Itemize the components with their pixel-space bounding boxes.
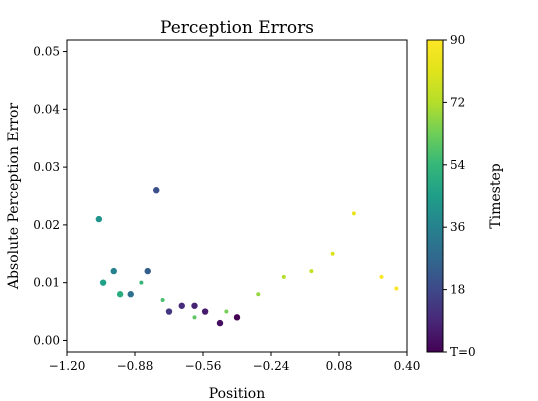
- data-point: [233, 314, 241, 321]
- data-point: [95, 215, 103, 223]
- scatter-points: [95, 187, 399, 327]
- data-point: [201, 308, 209, 315]
- data-point: [192, 315, 197, 320]
- data-point: [165, 308, 173, 315]
- data-point: [139, 280, 144, 285]
- data-point: [144, 267, 151, 275]
- data-point: [224, 309, 229, 314]
- y-tick-label: 0.01: [33, 276, 60, 290]
- data-point: [178, 302, 185, 309]
- y-tick-label: 0.04: [33, 102, 60, 116]
- y-tick-label: 0.00: [33, 333, 60, 347]
- x-tick-label: 0.40: [394, 359, 421, 373]
- colorbar-tick-label: 36: [450, 220, 465, 234]
- data-point: [160, 298, 165, 302]
- x-tick-label: −0.56: [185, 359, 222, 373]
- data-point: [127, 291, 134, 298]
- data-point: [110, 267, 117, 275]
- y-tick-label: 0.02: [33, 218, 60, 232]
- colorbar-tick-label: 18: [450, 283, 465, 297]
- data-point: [99, 279, 107, 286]
- chart-title: Perception Errors: [160, 18, 314, 38]
- y-axis: 0.00 0.01 0.02 0.03 0.04 0.05: [33, 45, 67, 347]
- x-tick-label: −1.20: [49, 359, 86, 373]
- plot-frame: [66, 39, 408, 353]
- data-point: [309, 269, 314, 274]
- y-tick-label: 0.03: [33, 160, 60, 174]
- x-tick-label: 0.08: [326, 359, 353, 373]
- colorbar-tick-label: 54: [450, 158, 466, 172]
- y-axis-label: Absolute Perception Error: [6, 103, 22, 290]
- colorbar-tick-label: 90: [450, 33, 465, 47]
- colorbar: [426, 39, 444, 353]
- colorbar-label: Timestep: [488, 163, 504, 228]
- colorbar-tick-label: T=0: [450, 345, 476, 359]
- data-point: [379, 274, 384, 279]
- data-point: [191, 302, 198, 309]
- data-point: [153, 187, 160, 194]
- colorbar-axis: T=0 18 36 54 72 90: [443, 33, 476, 359]
- x-tick-label: −0.24: [253, 359, 290, 373]
- data-point: [116, 291, 124, 298]
- data-point: [256, 292, 261, 297]
- y-tick-label: 0.05: [33, 45, 60, 59]
- data-point: [281, 274, 286, 279]
- data-point: [330, 251, 335, 256]
- x-axis: −1.20 −0.88 −0.56 −0.24 0.08 0.40: [49, 352, 421, 373]
- x-tick-label: −0.88: [117, 359, 154, 373]
- data-point: [351, 211, 356, 216]
- x-axis-label: Position: [209, 386, 266, 401]
- colorbar-tick-label: 72: [450, 95, 465, 109]
- data-point: [394, 286, 399, 291]
- data-point: [216, 319, 224, 327]
